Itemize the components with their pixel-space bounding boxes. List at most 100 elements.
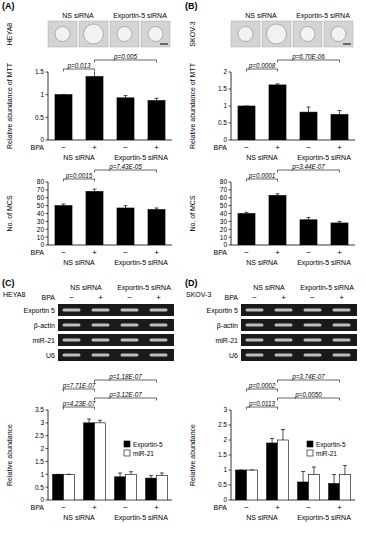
gel-row-label: Exportin 5 — [206, 307, 238, 315]
bar — [300, 112, 317, 140]
image-group-label: Exportin-5 siRNA — [296, 12, 350, 20]
x-tick-label: + — [337, 503, 342, 512]
spheroid — [238, 27, 253, 42]
error-bar — [149, 476, 153, 479]
x-axis-label: BPA — [214, 144, 228, 151]
group-label: Exportin-5 siRNA — [297, 259, 351, 267]
x-axis-label: BPA — [31, 249, 45, 256]
figure: (A)HEYA8NS siRNAExportin-5 siRNARelative… — [0, 0, 366, 538]
p-bracket — [247, 407, 278, 410]
y-tick-label: 0 — [40, 241, 44, 248]
error-bar — [62, 204, 66, 206]
cell-line-label: SKOV-3 — [189, 21, 196, 46]
gel-lane-label: + — [156, 293, 161, 302]
p-value: p=0.0001 — [248, 172, 275, 180]
error-bar — [332, 475, 336, 484]
y-tick — [229, 213, 232, 214]
y-tick-label: 60 — [37, 194, 45, 201]
y-tick — [229, 89, 232, 90]
error-bar — [281, 430, 285, 441]
legend-swatch — [124, 441, 130, 447]
y-tick — [229, 237, 232, 238]
gel-x-label: BPA — [225, 294, 239, 301]
gel-band — [275, 309, 293, 312]
x-axis-label: BPA — [214, 249, 228, 256]
y-tick — [229, 470, 232, 471]
gel-band — [333, 324, 351, 327]
bar — [331, 115, 348, 141]
error-bar — [301, 472, 305, 483]
spheroid — [117, 27, 132, 42]
p-bracket — [247, 179, 278, 182]
gel-strip — [241, 349, 357, 361]
gel-lane-label: − — [127, 293, 132, 302]
bar — [329, 484, 340, 501]
error-bar — [98, 420, 102, 423]
p-value: p=7.43E-05 — [108, 163, 142, 171]
p-value: p=0.0113 — [248, 400, 275, 408]
y-tick-label: 0 — [40, 496, 44, 503]
spheroid-image — [324, 21, 353, 47]
y-tick — [229, 425, 232, 426]
p-bracket — [95, 60, 157, 63]
p-bracket — [64, 179, 95, 182]
gel-lane-label: − — [69, 293, 74, 302]
bar — [238, 106, 255, 140]
legend-swatch — [307, 441, 313, 447]
legend-swatch — [124, 450, 130, 456]
gel-strip — [58, 334, 174, 346]
gel-strip — [241, 304, 357, 316]
gel-band — [275, 354, 293, 357]
x-tick-label: − — [123, 503, 128, 512]
error-bar — [245, 106, 249, 107]
x-tick-label: − — [244, 143, 249, 152]
bar — [126, 474, 137, 500]
bar — [157, 476, 168, 500]
gel-band — [304, 354, 322, 357]
image-group-label: NS siRNA — [245, 12, 277, 19]
bar — [86, 77, 103, 140]
y-tick — [46, 237, 49, 238]
group-label: NS siRNA — [63, 154, 95, 161]
gel-band — [275, 324, 293, 327]
error-bar — [87, 419, 91, 423]
p-value: p=3.44E-07 — [291, 163, 325, 171]
x-tick-label: − — [61, 248, 66, 257]
p-bracket — [278, 170, 340, 173]
error-bar — [338, 110, 342, 114]
y-tick-label: 2 — [223, 436, 227, 443]
spheroid-image — [110, 21, 139, 47]
image-group-label: Exportin-5 siRNA — [113, 12, 167, 20]
y-tick — [229, 197, 232, 198]
y-tick — [229, 440, 232, 441]
p-bracket — [278, 380, 340, 383]
x-tick-label: + — [154, 143, 159, 152]
x-tick-label: − — [306, 143, 311, 152]
group-label: NS siRNA — [246, 514, 278, 521]
gel-band — [63, 324, 81, 327]
gel-group-label: Exportin-5 siRNA — [300, 284, 354, 292]
y-axis-label: Relative abundance of MTT — [6, 62, 13, 149]
error-bar — [307, 107, 311, 112]
chart: Relative abundance00.511.522.533.5−+−+BP… — [6, 373, 172, 523]
bar — [300, 220, 317, 245]
y-tick-label: 0 — [40, 136, 44, 143]
x-tick-label: + — [92, 503, 97, 512]
spheroid-image — [79, 21, 108, 47]
y-tick-label: 1.5 — [218, 451, 227, 458]
x-tick-label: − — [123, 143, 128, 152]
group-label: NS siRNA — [63, 514, 95, 521]
error-bar — [276, 194, 280, 196]
y-tick-label: 0 — [223, 496, 227, 503]
gel-band — [121, 354, 139, 357]
error-bar — [155, 98, 159, 100]
y-tick — [229, 189, 232, 190]
chart: No. of MCS01020304050607080−+−+BPANS siR… — [6, 163, 172, 268]
error-bar — [129, 472, 133, 475]
p-bracket — [64, 389, 95, 392]
y-tick-label: 20 — [37, 226, 45, 233]
gel-strip — [241, 319, 357, 331]
y-tick — [229, 106, 232, 107]
y-axis-label: Relative abundance of MTT — [189, 62, 196, 149]
error-bar — [124, 206, 128, 208]
